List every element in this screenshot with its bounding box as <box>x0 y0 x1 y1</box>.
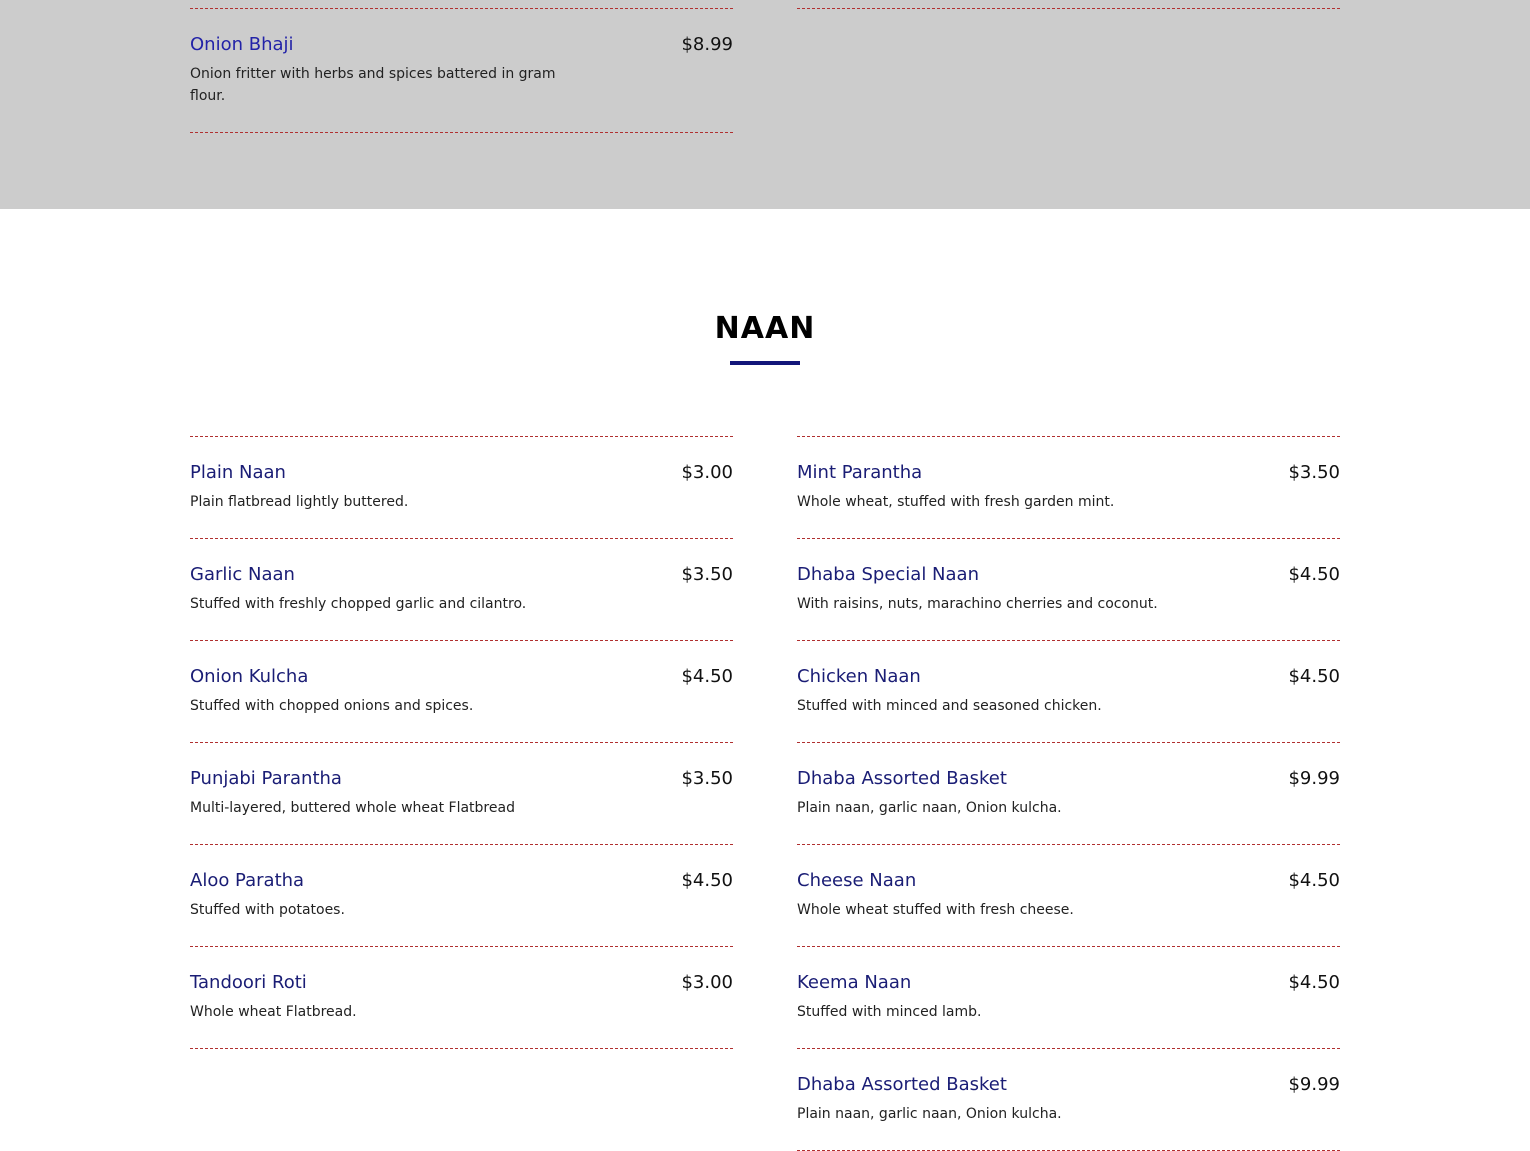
menu-item-description: Stuffed with chopped onions and spices. <box>190 698 474 714</box>
menu-item-description: Whole wheat, stuffed with fresh garden m… <box>797 494 1115 510</box>
menu-divider <box>190 436 733 437</box>
menu-item-description: Multi-layered, buttered whole wheat Flat… <box>190 800 515 816</box>
menu-divider <box>797 436 1340 437</box>
menu-divider <box>190 946 733 947</box>
menu-item-name: Punjabi Parantha <box>190 768 342 789</box>
previous-menu-section <box>0 0 1530 209</box>
menu-item-description: flour. <box>190 88 226 104</box>
menu-item-name: Chicken Naan <box>797 666 921 687</box>
menu-item-name: Dhaba Assorted Basket <box>797 768 1007 789</box>
menu-item-description: Stuffed with freshly chopped garlic and … <box>190 596 527 612</box>
menu-item-price: $9.99 <box>1288 1074 1340 1095</box>
menu-divider <box>797 742 1340 743</box>
menu-divider <box>190 742 733 743</box>
menu-item-price: $3.00 <box>681 972 733 993</box>
menu-divider <box>190 1048 733 1049</box>
menu-item-price: $4.50 <box>681 870 733 891</box>
menu-item-name: Garlic Naan <box>190 564 295 585</box>
menu-item-price: $4.50 <box>1288 870 1340 891</box>
menu-item-price: $4.50 <box>681 666 733 687</box>
menu-item-description: Stuffed with potatoes. <box>190 902 345 918</box>
menu-item-name: Cheese Naan <box>797 870 917 891</box>
menu-item-price: $4.50 <box>1288 666 1340 687</box>
menu-divider <box>190 844 733 845</box>
menu-item-name: Keema Naan <box>797 972 912 993</box>
menu-divider <box>190 8 733 9</box>
menu-divider <box>797 844 1340 845</box>
menu-item-name: Dhaba Assorted Basket <box>797 1074 1007 1095</box>
title-underline <box>730 361 800 365</box>
menu-item-name: Plain Naan <box>190 462 286 483</box>
menu-item-description: Stuffed with minced lamb. <box>797 1004 982 1020</box>
menu-item-name: Onion Bhaji <box>190 34 294 55</box>
menu-divider <box>797 1048 1340 1049</box>
menu-item-name: Mint Parantha <box>797 462 923 483</box>
menu-divider <box>190 640 733 641</box>
menu-divider <box>190 538 733 539</box>
menu-item-name: Tandoori Roti <box>190 972 307 993</box>
menu-item-description: Stuffed with minced and seasoned chicken… <box>797 698 1102 714</box>
menu-divider <box>797 8 1340 9</box>
menu-item-price: $3.50 <box>681 564 733 585</box>
menu-divider <box>797 946 1340 947</box>
menu-item-price: $3.00 <box>681 462 733 483</box>
menu-item-description: Plain naan, garlic naan, Onion kulcha. <box>797 800 1062 816</box>
menu-item-description: Plain naan, garlic naan, Onion kulcha. <box>797 1106 1062 1122</box>
menu-divider <box>190 132 733 133</box>
menu-item-price: $8.99 <box>681 34 733 55</box>
menu-item-description: Onion fritter with herbs and spices batt… <box>190 66 556 82</box>
menu-item-price: $3.50 <box>1288 462 1340 483</box>
menu-divider <box>797 640 1340 641</box>
menu-item-name: Aloo Paratha <box>190 870 305 891</box>
menu-item-description: Plain flatbread lightly buttered. <box>190 494 409 510</box>
section-title: NAAN <box>714 311 816 346</box>
menu-item-description: Whole wheat Flatbread. <box>190 1004 357 1020</box>
menu-item-name: Dhaba Special Naan <box>797 564 979 585</box>
menu-item-description: Whole wheat stuffed with fresh cheese. <box>797 902 1074 918</box>
menu-item-price: $3.50 <box>681 768 733 789</box>
menu-item-price: $4.50 <box>1288 564 1340 585</box>
menu-item-price: $9.99 <box>1288 768 1340 789</box>
menu-item-description: With raisins, nuts, marachino cherries a… <box>797 596 1158 612</box>
menu-item-price: $4.50 <box>1288 972 1340 993</box>
menu-item-name: Onion Kulcha <box>190 666 309 687</box>
menu-divider <box>797 538 1340 539</box>
